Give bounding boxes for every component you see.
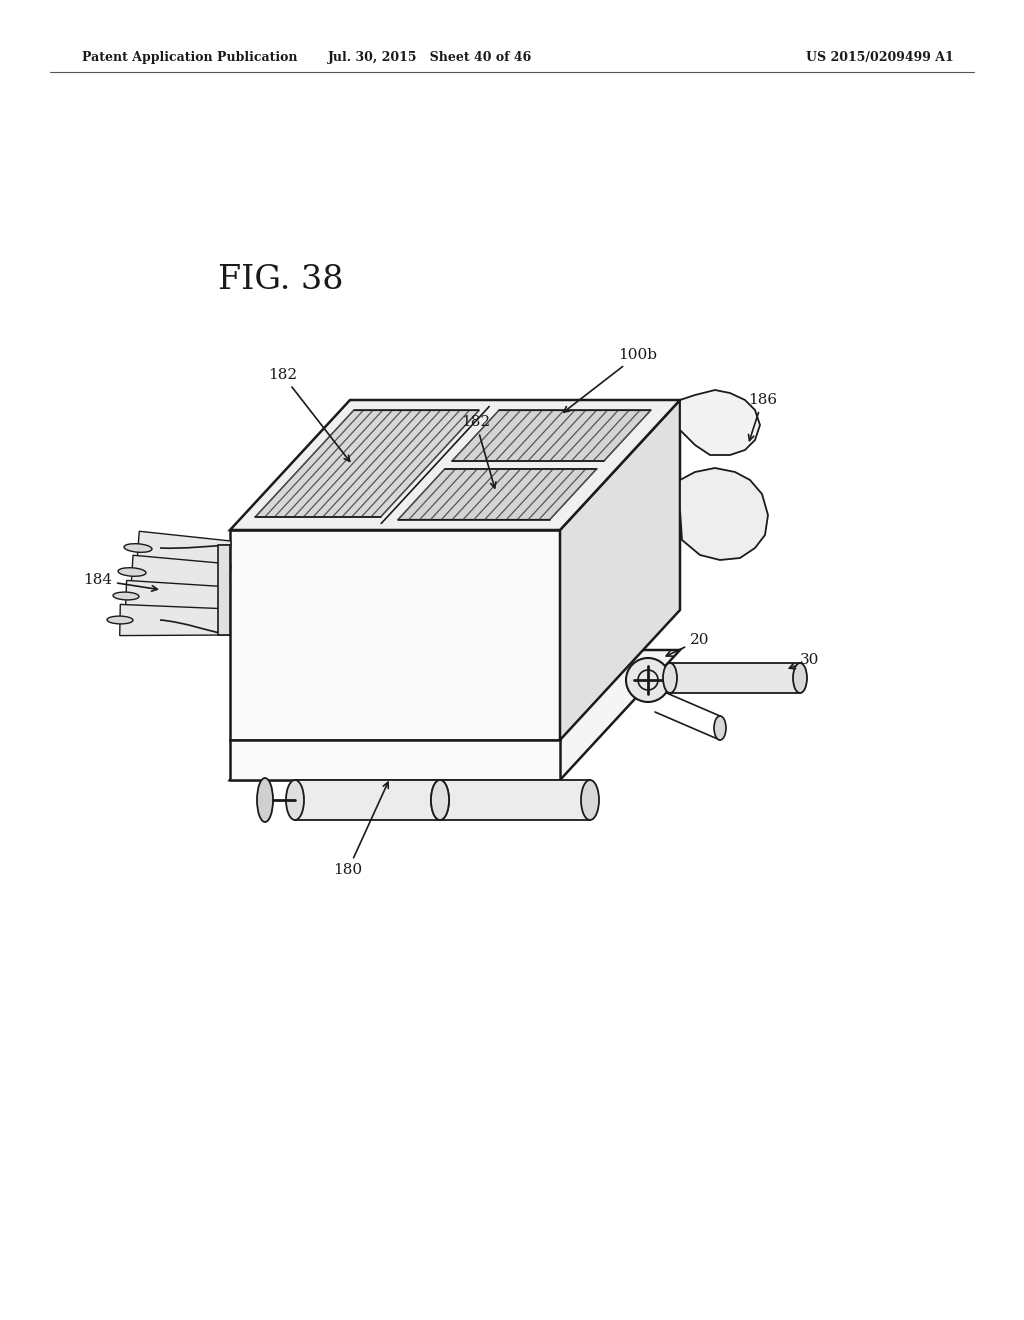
Polygon shape <box>452 411 650 461</box>
Text: Jul. 30, 2015   Sheet 40 of 46: Jul. 30, 2015 Sheet 40 of 46 <box>328 51 532 65</box>
Polygon shape <box>230 741 560 780</box>
Circle shape <box>626 657 670 702</box>
Text: Patent Application Publication: Patent Application Publication <box>82 51 298 65</box>
Ellipse shape <box>257 777 273 822</box>
Polygon shape <box>131 556 230 591</box>
Text: 20: 20 <box>667 634 710 656</box>
Polygon shape <box>680 469 768 560</box>
Text: 30: 30 <box>790 653 819 669</box>
Polygon shape <box>440 780 590 820</box>
Ellipse shape <box>286 780 304 820</box>
Text: US 2015/0209499 A1: US 2015/0209499 A1 <box>806 51 954 65</box>
Ellipse shape <box>431 780 449 820</box>
Text: 182: 182 <box>268 368 350 461</box>
Polygon shape <box>120 605 230 636</box>
Text: 186: 186 <box>748 393 777 441</box>
Text: 100b: 100b <box>563 348 657 412</box>
Ellipse shape <box>581 780 599 820</box>
Ellipse shape <box>124 544 152 552</box>
Polygon shape <box>230 531 560 741</box>
Text: 184: 184 <box>83 573 158 591</box>
Polygon shape <box>218 545 230 635</box>
Polygon shape <box>295 780 440 820</box>
Ellipse shape <box>113 593 139 599</box>
Polygon shape <box>125 581 230 612</box>
Polygon shape <box>560 400 680 741</box>
Text: 180: 180 <box>334 783 388 876</box>
Polygon shape <box>230 649 680 780</box>
Ellipse shape <box>663 663 677 693</box>
Polygon shape <box>398 469 597 520</box>
Polygon shape <box>230 400 680 531</box>
Ellipse shape <box>431 780 449 820</box>
Polygon shape <box>255 411 479 517</box>
Polygon shape <box>680 389 760 455</box>
Text: 182: 182 <box>462 416 496 488</box>
Polygon shape <box>670 663 800 693</box>
Ellipse shape <box>793 663 807 693</box>
Polygon shape <box>137 531 231 569</box>
Ellipse shape <box>106 616 133 624</box>
Text: FIG. 38: FIG. 38 <box>218 264 343 296</box>
Ellipse shape <box>714 715 726 741</box>
Ellipse shape <box>118 568 146 577</box>
